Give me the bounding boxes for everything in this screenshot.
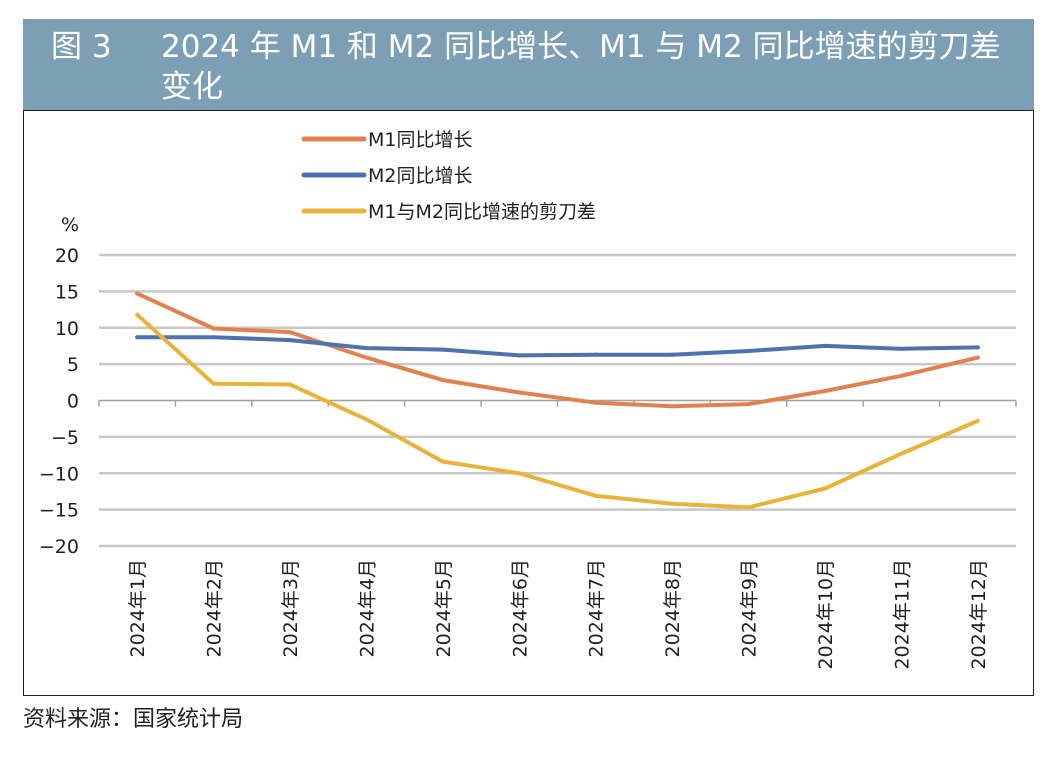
x-tick-label: 2024年4月 bbox=[356, 559, 378, 657]
data-point bbox=[975, 345, 980, 350]
data-point bbox=[899, 373, 904, 378]
data-point bbox=[135, 312, 140, 317]
source-note: 资料来源：国家统计局 bbox=[23, 707, 244, 732]
x-tick-label: 2024年5月 bbox=[433, 559, 455, 657]
data-point bbox=[670, 404, 675, 409]
x-tick-label: 2024年2月 bbox=[204, 559, 226, 657]
legend-label: M1与M2同比增速的剪刀差 bbox=[368, 201, 596, 223]
x-tick-label: 2024年9月 bbox=[739, 559, 761, 657]
series-line-3 bbox=[135, 312, 980, 510]
y-axis-unit-label: % bbox=[61, 214, 79, 236]
data-point bbox=[746, 349, 751, 354]
data-point bbox=[288, 330, 293, 335]
data-point bbox=[593, 400, 598, 405]
data-point bbox=[517, 353, 522, 358]
data-point bbox=[135, 291, 140, 296]
data-point bbox=[670, 352, 675, 357]
data-point bbox=[517, 390, 522, 395]
data-point bbox=[364, 417, 369, 422]
series-line-2 bbox=[135, 335, 980, 358]
legend-label: M2同比增长 bbox=[368, 165, 472, 187]
y-tick-label: 20 bbox=[55, 245, 79, 267]
data-point bbox=[975, 418, 980, 423]
data-point bbox=[517, 471, 522, 476]
y-tick-label: −20 bbox=[39, 536, 79, 558]
y-tick-label: 5 bbox=[67, 354, 79, 376]
figure-title-banner: 图 3 2024 年 M1 和 M2 同比增长、M1 与 M2 同比增速的剪刀差… bbox=[23, 19, 1034, 110]
data-point bbox=[211, 381, 216, 386]
data-point bbox=[822, 486, 827, 491]
x-tick-label: 2024年1月 bbox=[127, 559, 149, 657]
data-point bbox=[440, 459, 445, 464]
y-tick-label: −15 bbox=[39, 500, 79, 522]
chart-frame: 20 15 10 5 0 −5 −10 −15 −20% 2024年1月 2024年2月 2024年3… bbox=[23, 110, 1034, 696]
data-point bbox=[593, 493, 598, 498]
figure-title: 2024 年 M1 和 M2 同比增长、M1 与 M2 同比增速的剪刀差变化 bbox=[161, 29, 1001, 105]
x-tick-label: 2024年7月 bbox=[586, 559, 608, 657]
data-point bbox=[211, 326, 216, 331]
x-tick-label: 2024年8月 bbox=[662, 559, 684, 657]
x-tick-label: 2024年6月 bbox=[509, 559, 531, 657]
data-point bbox=[440, 347, 445, 352]
data-point bbox=[364, 355, 369, 360]
line-chart: 20 15 10 5 0 −5 −10 −15 −20% 2024年1月 2024年2月 2024年3… bbox=[39, 129, 1017, 670]
data-point bbox=[899, 451, 904, 456]
data-point bbox=[822, 343, 827, 348]
data-point bbox=[822, 389, 827, 394]
data-point bbox=[670, 501, 675, 506]
figure-number: 图 3 bbox=[51, 29, 112, 65]
x-tick-label: 2024年11月 bbox=[891, 559, 913, 670]
y-tick-label: 10 bbox=[55, 318, 79, 340]
series-line-1 bbox=[135, 291, 980, 409]
data-point bbox=[288, 382, 293, 387]
data-point bbox=[135, 335, 140, 340]
x-tick-label: 2024年10月 bbox=[815, 559, 837, 670]
data-point bbox=[288, 338, 293, 343]
y-tick-label: −5 bbox=[51, 427, 79, 449]
legend-label: M1同比增长 bbox=[368, 129, 472, 151]
x-tick-label: 2024年3月 bbox=[280, 559, 302, 657]
data-point bbox=[899, 346, 904, 351]
data-point bbox=[364, 346, 369, 351]
data-point bbox=[211, 335, 216, 340]
data-point bbox=[746, 402, 751, 407]
data-point bbox=[440, 378, 445, 383]
y-tick-label: 15 bbox=[55, 281, 79, 303]
data-point bbox=[593, 352, 598, 357]
y-tick-label: −10 bbox=[39, 463, 79, 485]
data-point bbox=[975, 355, 980, 360]
y-tick-label: 0 bbox=[67, 391, 79, 413]
x-tick-label: 2024年12月 bbox=[968, 559, 990, 670]
data-point bbox=[746, 505, 751, 510]
